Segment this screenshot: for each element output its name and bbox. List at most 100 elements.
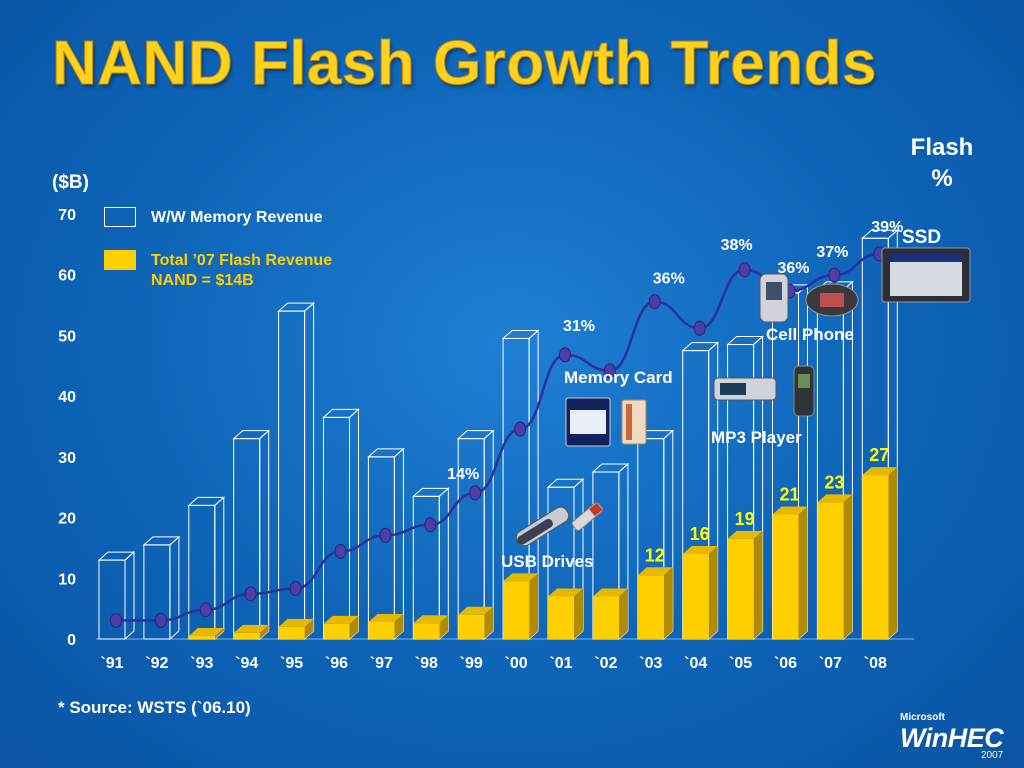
bar-top [592, 588, 628, 597]
bar-front [368, 622, 395, 639]
flash-revenue-bar [188, 627, 224, 639]
flash-share-point [603, 363, 616, 379]
flash-share-point [828, 267, 841, 283]
flash-revenue-bars [188, 467, 898, 639]
bar-side [394, 614, 404, 639]
product-label-cell-phone: Cell Phone [766, 325, 854, 344]
bar-side [574, 588, 583, 639]
flash-share-point [289, 581, 302, 596]
flash-bar-value-label: 23 [824, 472, 844, 492]
flash-share-point [424, 517, 437, 533]
logo-year: 2007 [981, 750, 1004, 761]
legend-label-flash-line2: NAND = $14B [151, 272, 254, 289]
bar-front [548, 596, 574, 639]
flash-share-point [648, 294, 661, 310]
bar-side [618, 588, 628, 639]
bar-side [888, 467, 898, 639]
flash-revenue-bar [278, 618, 314, 639]
bar-top [368, 614, 404, 622]
bar-side [124, 550, 135, 641]
bar-front [503, 581, 530, 639]
bar-top [458, 606, 494, 615]
x-tick-label: `94 [235, 655, 258, 672]
memory-revenue-bar [187, 496, 226, 641]
bar-front [188, 635, 215, 639]
flash-share-point [199, 602, 212, 618]
bar-side [304, 618, 314, 639]
bar-side [529, 573, 539, 639]
flash-share-label: 36% [777, 260, 809, 277]
bar-front [682, 554, 709, 639]
flash-bar-value-label: 16 [690, 524, 710, 544]
y-axis-label: ($B) [52, 172, 89, 193]
x-tick-label: `96 [325, 655, 348, 672]
bar-top [637, 567, 673, 576]
bar-front [592, 596, 619, 639]
flash-revenue-bar [772, 506, 808, 639]
y-tick-label: 50 [58, 328, 76, 345]
bar-front [323, 416, 350, 640]
x-tick-label: `95 [280, 655, 303, 672]
flash-revenue-bar [233, 624, 269, 639]
flash-revenue-bar [458, 606, 494, 639]
bar-top [413, 615, 449, 624]
bar-front [323, 623, 350, 639]
flash-share-point [110, 612, 122, 628]
product-label-ssd: SSD [902, 227, 942, 248]
bar-side [304, 302, 315, 641]
flash-share-point [379, 527, 392, 543]
flash-share-label: 37% [816, 244, 848, 261]
product-label-memory-card: Memory Card [564, 368, 673, 387]
flash-bar-value-label: 27 [869, 445, 889, 465]
y-tick-label: 30 [58, 450, 76, 467]
flash-share-label: 38% [721, 237, 753, 254]
bar-front [727, 538, 754, 639]
x-tick-label: `99 [460, 655, 483, 672]
bar-side [843, 494, 853, 639]
flash-share-point [244, 586, 257, 602]
flash-share-label: 39% [871, 219, 903, 236]
x-tick-label: `03 [639, 655, 662, 672]
flash-share-point [738, 262, 751, 278]
flash-share-line [110, 246, 886, 628]
product-label-usb-drives: USB Drives [501, 552, 594, 571]
flash-bar-value-label: 21 [779, 485, 799, 505]
flash-share-label: 36% [653, 271, 685, 288]
memory-revenue-bar [367, 447, 405, 641]
bar-side [484, 606, 494, 639]
bar-front [98, 559, 126, 640]
bar-front [772, 514, 799, 639]
flash-bar-value-label: 19 [735, 509, 755, 529]
bar-side [259, 429, 270, 641]
bar-top [817, 494, 853, 503]
flash-revenue-bar [727, 530, 763, 639]
x-tick-label: `93 [190, 655, 213, 672]
bar-front [458, 614, 485, 639]
bar-top [278, 618, 314, 627]
bar-side [349, 615, 359, 639]
bar-front [188, 504, 216, 640]
flash-revenue-bar [592, 588, 628, 639]
bar-top [233, 624, 269, 633]
bar-side [708, 546, 718, 639]
bar-side [798, 506, 808, 639]
y-tick-label: 70 [58, 207, 76, 224]
flash-share-point [514, 421, 527, 437]
product-label-mp3-player: MP3 Player [711, 428, 802, 447]
bar-front [817, 502, 844, 639]
bar-front [413, 623, 440, 639]
legend-label-memory: W/W Memory Revenue [151, 209, 323, 226]
x-tick-label: `04 [684, 655, 707, 672]
bar-front [862, 475, 889, 639]
memory-revenue-bar [232, 429, 271, 641]
legend-swatch-flash [104, 250, 136, 270]
flash-revenue-bar [817, 494, 853, 639]
flash-revenue-bar [413, 615, 449, 639]
y-tick-label: 60 [58, 268, 76, 285]
bar-side [169, 535, 180, 641]
memory-revenue-bar [322, 408, 360, 641]
x-tick-label: `00 [505, 655, 528, 672]
bar-top [188, 627, 224, 636]
